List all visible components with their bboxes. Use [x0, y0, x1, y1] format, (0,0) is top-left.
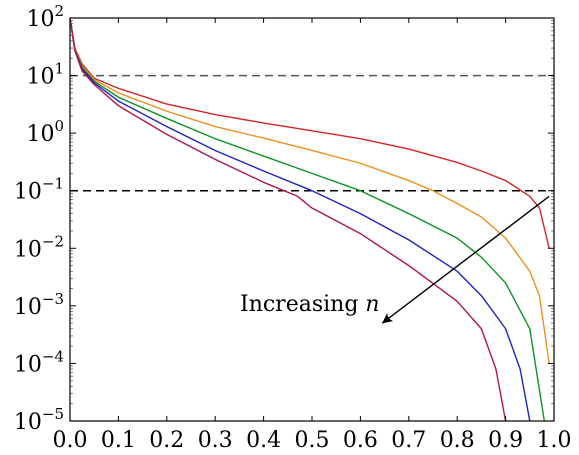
y-tick-base: 10 — [14, 410, 42, 435]
y-tick-exponent: −2 — [42, 232, 64, 250]
y-tick-base: 10 — [14, 180, 42, 205]
y-tick-label: 10−4 — [14, 347, 64, 377]
x-tick-label: 0.5 — [295, 428, 330, 453]
series-line-3 — [70, 18, 531, 421]
y-tick-exponent: 2 — [54, 2, 64, 20]
y-tick-exponent: −4 — [42, 347, 64, 365]
annotation-label: Increasing n — [240, 292, 380, 317]
x-tick-label: 0.2 — [149, 428, 184, 453]
series-layer — [70, 18, 550, 421]
y-tick-label: 10−2 — [14, 232, 64, 262]
y-tick-exponent: −5 — [42, 405, 64, 423]
y-tick-base: 10 — [26, 65, 54, 90]
y-tick-base: 10 — [14, 352, 42, 377]
x-tick-label: 0.6 — [343, 428, 378, 453]
plot-frame — [69, 17, 555, 422]
x-tick-label: 0.8 — [440, 428, 475, 453]
y-tick-label: 102 — [26, 2, 64, 32]
annotation: Increasing n — [240, 195, 550, 324]
x-tick-label: 0.4 — [246, 428, 281, 453]
annotation-text: Increasing — [240, 292, 365, 317]
y-tick-exponent: −3 — [42, 290, 64, 308]
y-tick-base: 10 — [14, 237, 42, 262]
y-tick-label: 10−5 — [14, 405, 64, 435]
series-line-0 — [70, 18, 550, 249]
series-line-1 — [70, 18, 550, 364]
x-tick-label: 0.1 — [101, 428, 136, 453]
x-tick-label: 0.3 — [198, 428, 233, 453]
y-tick-label: 10−3 — [14, 290, 64, 320]
y-tick-label: 101 — [26, 60, 64, 90]
y-tick-base: 10 — [26, 7, 54, 32]
x-tick-label: 0.7 — [391, 428, 426, 453]
y-tick-base: 10 — [26, 122, 54, 147]
y-tick-label: 100 — [26, 117, 64, 147]
y-tick-label: 10−1 — [14, 175, 64, 205]
annotation-arrow — [381, 195, 550, 324]
x-tick-label: 0.9 — [488, 428, 523, 453]
series-line-4 — [70, 18, 507, 421]
y-tick-exponent: 0 — [54, 117, 64, 135]
y-tick-exponent: 1 — [54, 60, 64, 78]
annotation-variable: n — [365, 292, 379, 317]
ticks-layer — [69, 17, 555, 422]
y-tick-base: 10 — [14, 295, 42, 320]
series-line-2 — [70, 18, 546, 421]
x-tick-label: 0.0 — [53, 428, 88, 453]
x-tick-labels: 0.0 0.1 0.2 0.3 0.4 0.5 0.6 0.7 0.8 0.9 1.0 — [53, 428, 572, 453]
y-tick-exponent: −1 — [42, 175, 64, 193]
x-tick-label: 1.0 — [537, 428, 572, 453]
